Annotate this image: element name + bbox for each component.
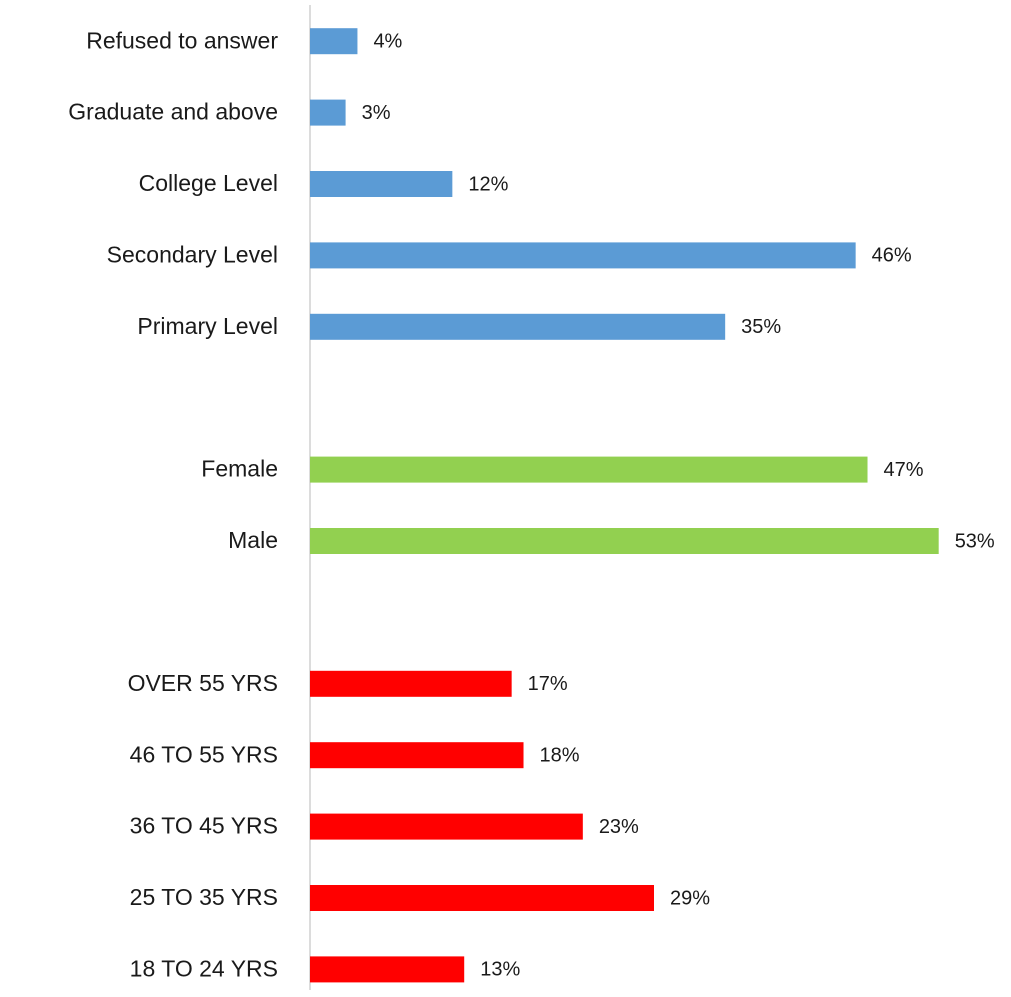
category-label: 25 TO 35 YRS [130,884,278,910]
category-label: Female [201,456,278,482]
value-label: 46% [872,245,912,267]
value-label: 29% [670,887,710,909]
value-label: 23% [599,816,639,838]
category-label: Male [228,527,278,553]
bar [310,956,465,983]
bar [310,242,856,269]
bar [310,670,512,697]
bar [310,742,524,769]
value-label: 13% [480,959,520,981]
value-label: 17% [528,673,568,695]
category-label: 46 TO 55 YRS [130,741,278,767]
bar [310,813,583,840]
value-label: 3% [362,102,391,124]
bar [310,885,654,911]
category-label: Graduate and above [68,99,278,125]
value-label: 53% [955,530,995,552]
bar [310,456,868,483]
bar [310,171,453,197]
value-label: 35% [741,316,781,338]
value-label: 18% [540,744,580,766]
bar [310,528,939,554]
category-label: College Level [139,170,278,196]
value-label: 4% [373,30,402,52]
category-label: Secondary Level [107,241,278,267]
category-label: Refused to answer [86,27,278,53]
category-label: 18 TO 24 YRS [130,955,278,981]
category-label: Primary Level [137,313,278,339]
bar [310,28,358,55]
value-label: 12% [468,173,508,195]
bar [310,313,726,340]
category-label: OVER 55 YRS [128,670,278,696]
category-label: 36 TO 45 YRS [130,813,278,839]
value-label: 47% [884,459,924,481]
bar [310,99,346,126]
